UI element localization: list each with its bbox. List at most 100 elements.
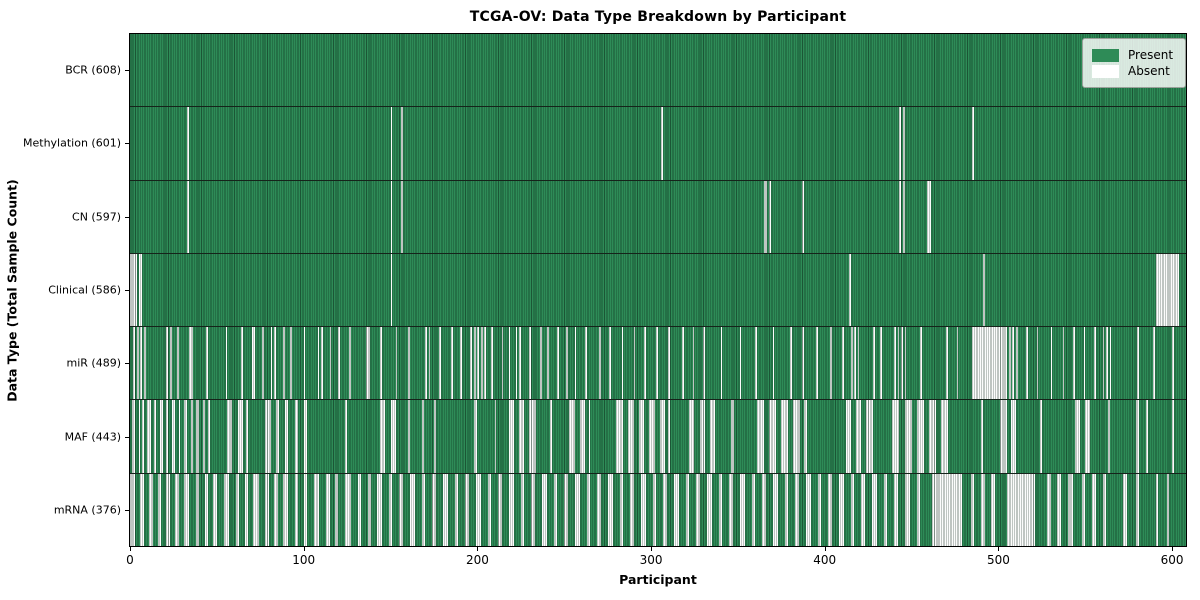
absent-stripe	[850, 473, 855, 546]
absent-stripe	[131, 400, 136, 473]
absent-stripe	[1036, 327, 1039, 400]
absent-stripe	[166, 473, 170, 546]
row-BCR	[130, 34, 1186, 108]
absent-stripe	[880, 327, 883, 400]
absent-stripe	[380, 400, 386, 473]
absent-stripe	[130, 253, 137, 327]
row-mRNA	[130, 473, 1186, 546]
absent-stripe	[265, 473, 269, 546]
absent-stripe	[1015, 327, 1018, 400]
absent-stripe	[546, 327, 549, 400]
absent-stripe	[388, 473, 393, 546]
absent-stripe	[303, 327, 306, 400]
absent-stripe	[621, 327, 624, 400]
absent-stripe	[762, 473, 766, 546]
absent-stripe	[574, 327, 577, 400]
absent-stripe	[1083, 327, 1086, 400]
absent-stripe	[981, 400, 983, 473]
absent-stripe	[142, 400, 144, 473]
absent-stripe	[345, 400, 348, 473]
absent-stripe	[730, 400, 735, 473]
absent-stripe	[519, 400, 525, 473]
absent-stripe	[1102, 327, 1105, 400]
absent-stripe	[1050, 327, 1053, 400]
absent-stripe	[190, 400, 193, 473]
absent-stripe	[501, 327, 504, 400]
absent-stripe	[644, 327, 646, 400]
absent-stripe	[196, 400, 200, 473]
absent-stripe	[609, 327, 612, 400]
x-axis-label: Participant	[619, 572, 697, 587]
absent-stripe	[274, 473, 278, 546]
absent-stripe	[1146, 400, 1148, 473]
absent-stripe	[183, 400, 188, 473]
absent-stripe	[897, 327, 900, 400]
absent-stripe	[790, 327, 792, 400]
y-tick	[125, 510, 129, 512]
absent-stripe	[574, 473, 580, 546]
absent-stripe	[597, 473, 601, 546]
absent-stripe	[564, 473, 568, 546]
absent-stripe	[169, 327, 172, 400]
absent-stripe	[982, 253, 985, 327]
absent-stripe	[241, 327, 243, 400]
y-tick-label-MAF: MAF (443)	[64, 430, 121, 444]
absent-stripe	[1040, 400, 1042, 473]
absent-stripe	[282, 327, 285, 400]
absent-stripe	[189, 327, 193, 400]
y-tick-label-Methylation: Methylation (601)	[23, 136, 121, 150]
absent-stripe	[619, 473, 624, 546]
absent-stripe	[130, 473, 136, 546]
absent-stripe	[630, 473, 634, 546]
absent-stripe	[656, 327, 658, 400]
absent-stripe	[772, 473, 778, 546]
absent-stripe	[166, 327, 169, 400]
y-tick-label-CN: CN (597)	[72, 210, 121, 224]
y-tick	[125, 436, 129, 438]
x-tick	[477, 547, 479, 551]
absent-stripe	[829, 327, 832, 400]
absent-stripe	[235, 473, 240, 546]
absent-stripe	[902, 180, 905, 253]
absent-stripe	[480, 327, 483, 400]
absent-stripe	[491, 327, 493, 400]
absent-stripe	[140, 473, 144, 546]
absent-stripe	[927, 180, 931, 253]
absent-swatch	[1092, 64, 1119, 78]
x-tick	[130, 547, 131, 551]
absent-stripe	[628, 400, 634, 473]
absent-stripe	[262, 327, 264, 400]
absent-stripe	[154, 400, 157, 473]
absent-stripe	[432, 473, 436, 546]
absent-stripe	[473, 327, 476, 400]
absent-stripe	[196, 473, 200, 546]
absent-stripe	[598, 327, 601, 400]
absent-stripe	[508, 473, 514, 546]
absent-stripe	[588, 400, 591, 473]
absent-stripe	[442, 473, 448, 546]
absent-stripe	[520, 473, 525, 546]
absent-stripe	[390, 253, 393, 327]
absent-stripe	[159, 400, 163, 473]
absent-stripe	[1123, 473, 1127, 546]
absent-stripe	[244, 473, 249, 546]
absent-stripe	[208, 400, 210, 473]
absent-stripe	[769, 400, 777, 473]
absent-stripe	[251, 327, 256, 400]
absent-stripe	[652, 473, 657, 546]
absent-stripe	[1135, 400, 1140, 473]
absent-stripe	[696, 473, 700, 546]
absent-stripe	[454, 473, 459, 546]
absent-stripe	[739, 327, 742, 400]
absent-stripe	[473, 400, 478, 473]
row-miR	[130, 327, 1186, 401]
absent-stripe	[317, 327, 320, 400]
absent-stripe	[685, 473, 690, 546]
absent-stripe	[1109, 327, 1112, 400]
absent-stripe	[475, 473, 481, 546]
absent-stripe	[802, 180, 804, 253]
absent-stripe	[1172, 327, 1174, 400]
absent-stripe	[227, 400, 233, 473]
absent-stripe	[718, 473, 723, 546]
